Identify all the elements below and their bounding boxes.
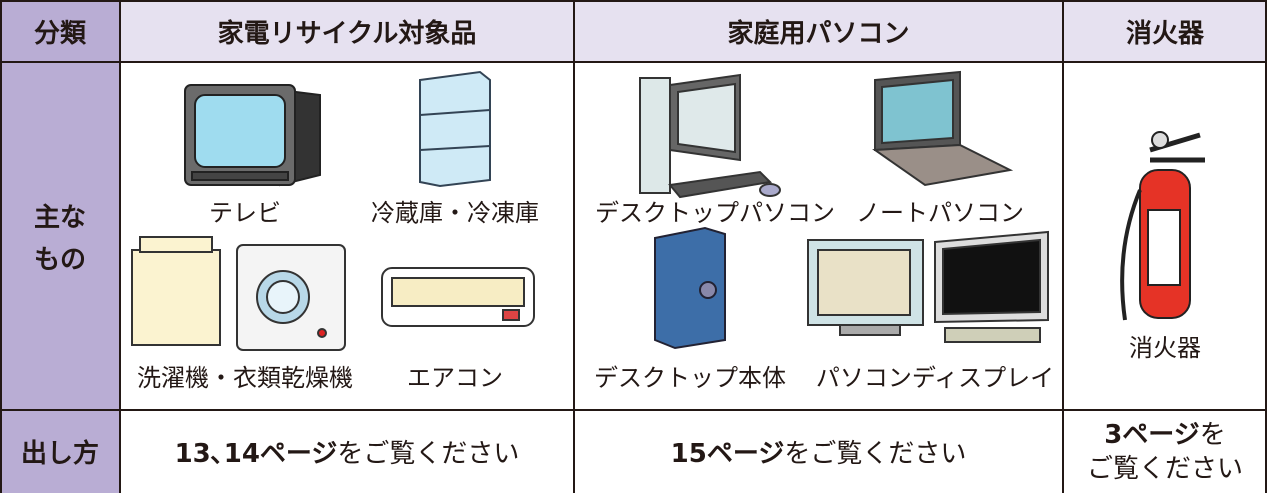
row-label: 主な — [33, 202, 86, 233]
item-label: 消火器 — [1129, 333, 1201, 362]
desktop-pc-icon — [639, 73, 781, 199]
item-label: テレビ — [209, 198, 281, 227]
aircon-icon — [381, 267, 535, 327]
item-label: パソコンディスプレイ — [815, 363, 1055, 392]
howto-cell: 13､14ページ をご覧ください — [120, 410, 574, 493]
laptop-icon — [872, 70, 1014, 187]
howto-cell: 15ページ をご覧ください — [574, 410, 1063, 493]
item-label: デスクトップ本体 — [594, 363, 786, 392]
header-bg — [0, 0, 1267, 62]
item-label: ノートパソコン — [856, 198, 1024, 227]
howto-text: をご覧ください — [784, 439, 967, 469]
dryer-icon — [236, 244, 346, 351]
tv-icon — [184, 84, 321, 187]
howto-cell: 3ページを ご覧ください — [1063, 410, 1267, 493]
header-cell: 家電リサイクル対象品 — [217, 18, 477, 49]
lcd-monitor-icon — [934, 230, 1049, 343]
header-cell: 分類 — [33, 18, 86, 49]
fridge-icon — [419, 70, 491, 188]
row-label: もの — [33, 244, 86, 275]
tower-icon — [654, 226, 726, 350]
howto-line: 3ページを — [1104, 418, 1226, 452]
item-label: 洗濯機・衣類乾燥機 — [137, 363, 353, 392]
howto-text: をご覧ください — [337, 439, 520, 469]
page-ref: 3ページ — [1104, 419, 1200, 450]
crt-monitor-icon — [807, 239, 924, 336]
howto-text: ご覧ください — [1086, 453, 1243, 484]
item-label: 冷蔵庫・冷凍庫 — [371, 198, 539, 227]
item-label: デスクトップパソコン — [595, 198, 835, 227]
header-cell: 消火器 — [1125, 18, 1204, 49]
row-label: 出し方 — [20, 439, 99, 469]
howto-text: を — [1199, 419, 1226, 450]
header-cell: 家庭用パソコン — [727, 18, 910, 49]
extinguisher-icon — [1120, 131, 1205, 321]
item-label: エアコン — [407, 363, 503, 392]
page-ref: 13､14ページ — [174, 439, 338, 469]
page-ref: 15ページ — [670, 439, 785, 469]
washer-icon — [131, 236, 221, 346]
